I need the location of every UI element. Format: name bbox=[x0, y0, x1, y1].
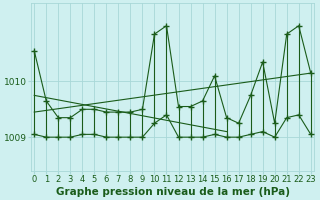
X-axis label: Graphe pression niveau de la mer (hPa): Graphe pression niveau de la mer (hPa) bbox=[55, 187, 290, 197]
